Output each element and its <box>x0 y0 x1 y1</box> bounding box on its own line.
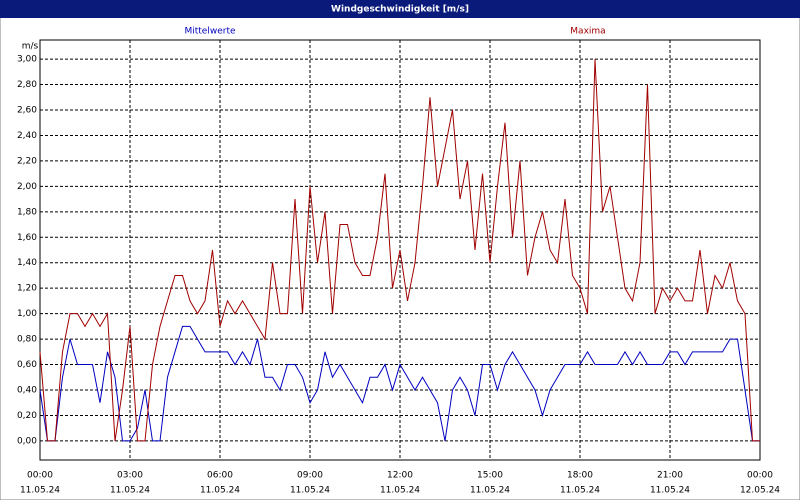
x-tick-label: 21:00 <box>657 471 683 481</box>
x-tick-label: 09:00 <box>297 471 323 481</box>
series-line <box>39 59 760 442</box>
x-tick-date: 11.05.24 <box>110 486 150 496</box>
y-tick-label: 0,40 <box>17 386 37 396</box>
y-tick-label: 2,60 <box>17 106 37 116</box>
x-tick-label: 18:00 <box>567 471 593 481</box>
y-tick-label: 1,20 <box>17 284 37 294</box>
y-tick-label: 2,00 <box>17 182 37 192</box>
x-tick-date: 11.05.24 <box>380 486 420 496</box>
x-tick-date: 11.05.24 <box>200 486 240 496</box>
x-tick-date: 11.05.24 <box>20 486 60 496</box>
x-tick-label: 00:00 <box>747 471 773 481</box>
series-line <box>39 325 760 442</box>
y-tick-label: 3,00 <box>17 55 37 65</box>
title-bar <box>0 0 800 18</box>
y-tick-label: 2,20 <box>17 156 37 166</box>
y-tick-label: 0,20 <box>17 411 37 421</box>
y-tick-label: 1,00 <box>17 309 37 319</box>
x-tick-date: 11.05.24 <box>470 486 510 496</box>
x-tick-label: 12:00 <box>387 471 413 481</box>
x-tick-date: 11.05.24 <box>650 486 690 496</box>
y-tick-label: 0,60 <box>17 360 37 370</box>
x-tick-label: 00:00 <box>27 471 53 481</box>
y-tick-label: 1,80 <box>17 207 37 217</box>
y-unit: m/s <box>22 42 39 52</box>
chart-title: Windgeschwindigkeit [m/s] <box>331 5 469 15</box>
y-tick-label: 1,40 <box>17 258 37 268</box>
y-tick-label: 0,00 <box>17 436 37 446</box>
y-tick-label: 2,80 <box>17 80 37 90</box>
y-tick-label: 0,80 <box>17 335 37 345</box>
legend-label: Mittelwerte <box>184 27 235 37</box>
y-tick-label: 2,40 <box>17 131 37 141</box>
x-tick-date: 11.05.24 <box>560 486 600 496</box>
x-tick-label: 03:00 <box>117 471 143 481</box>
y-tick-label: 1,60 <box>17 233 37 243</box>
x-tick-date: 12.05.24 <box>740 486 780 496</box>
x-tick-label: 06:00 <box>207 471 233 481</box>
legend-label: Maxima <box>570 27 605 37</box>
x-tick-label: 15:00 <box>477 471 503 481</box>
x-tick-date: 11.05.24 <box>290 486 330 496</box>
